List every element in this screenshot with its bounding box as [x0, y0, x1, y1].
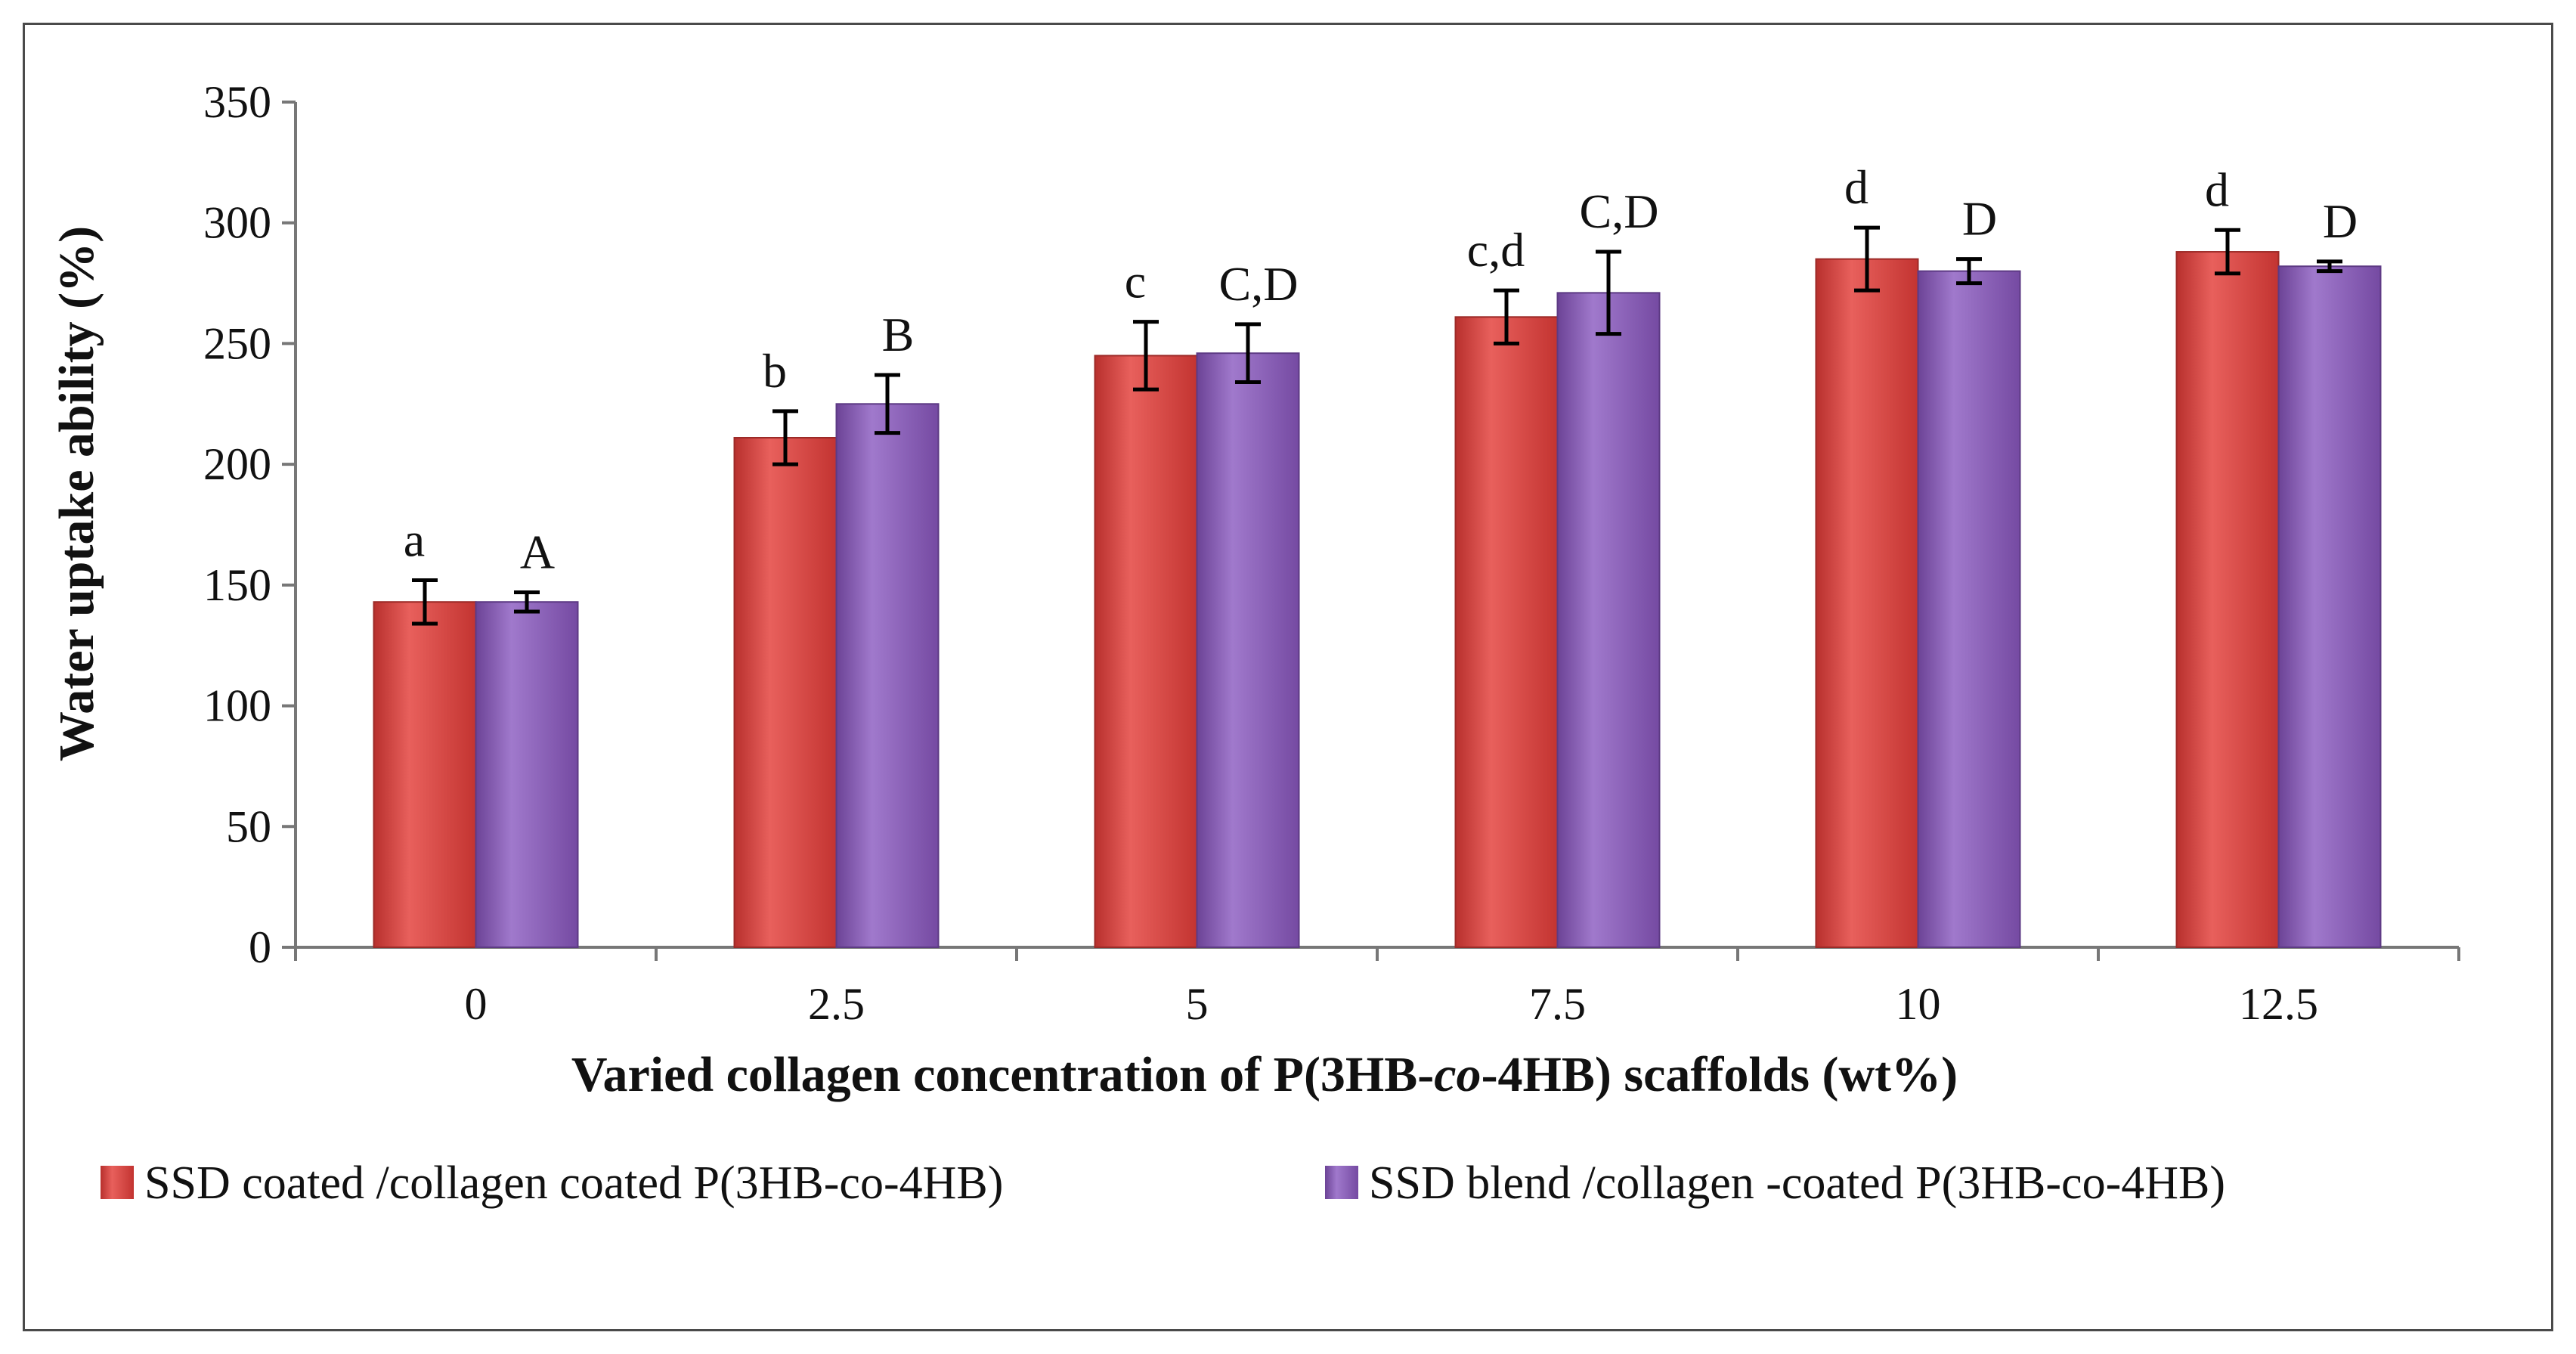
bars: [373, 225, 2382, 949]
bar-s1-0: [373, 601, 477, 949]
annotation-s1-4: d: [1844, 160, 1869, 214]
legend-label-series-1: SSD coated /collagen coated P(3HB-co-4HB…: [144, 1157, 1003, 1209]
legend-swatch-series-1: [101, 1166, 134, 1199]
bar-s2-2: [1196, 352, 1300, 949]
legend-swatch-series-2: [1325, 1166, 1358, 1199]
y-tick-label-0: 0: [249, 922, 271, 972]
bar-chart: 0 50 100 150 200 250 300 350 0 a A 2.5 b B 5 c C,D 7.5 c,…: [49, 77, 2460, 1209]
bar-s1-5: [2175, 251, 2280, 948]
bar-s1-2: [1094, 355, 1198, 948]
x-tick-label-0: 0: [465, 979, 488, 1029]
chart-frame: 0 50 100 150 200 250 300 350 0 a A 2.5 b B 5 c C,D 7.5 c,…: [23, 23, 2553, 1331]
x-tick-label-2: 5: [1186, 979, 1209, 1029]
legend-label-series-2: SSD blend /collagen -coated P(3HB-co-4HB…: [1369, 1157, 2225, 1209]
y-tick-label-3: 150: [203, 560, 271, 610]
annotation-s1-0: a: [404, 513, 425, 566]
annotation-s2-1: B: [882, 308, 915, 361]
bar-s2-5: [2277, 265, 2382, 948]
bar-s2-0: [475, 601, 579, 949]
x-tick-label-5: 12.5: [2239, 979, 2318, 1029]
annotation-s2-4: D: [1962, 192, 1997, 246]
annotation-s1-5: d: [2205, 163, 2229, 216]
bar-s2-4: [1917, 270, 2021, 949]
legend: SSD coated /collagen coated P(3HB-co-4HB…: [101, 1157, 2225, 1209]
x-tick-label-3: 7.5: [1529, 979, 1586, 1029]
x-axis-title-part-2: co: [1434, 1047, 1481, 1102]
bar-s1-4: [1815, 258, 1919, 948]
annotation-s2-3: C,D: [1580, 184, 1659, 238]
annotation-s1-2: c: [1125, 255, 1146, 308]
annotation-s2-5: D: [2323, 194, 2358, 248]
annotation-s2-2: C,D: [1219, 257, 1299, 311]
bar-s1-1: [733, 437, 838, 948]
bar-s2-1: [835, 403, 940, 948]
x-tick-label-1: 2.5: [808, 979, 865, 1029]
labels: 0 a A 2.5 b B 5 c C,D 7.5 c,d C,D 10 d D 12.5 d D: [404, 160, 2358, 1029]
annotation-s1-1: b: [763, 344, 787, 398]
annotation-s2-0: A: [520, 525, 555, 578]
y-tick-label-1: 50: [226, 801, 271, 851]
annotation-s1-3: c,d: [1467, 223, 1525, 277]
y-tick-label-5: 250: [203, 318, 271, 368]
bar-s2-3: [1556, 292, 1661, 948]
bar-s1-3: [1454, 316, 1559, 948]
x-axis-title-part-3: -4HB) scaffolds (wt%): [1482, 1047, 1958, 1102]
x-tick-label-4: 10: [1896, 979, 1941, 1029]
y-axis-title: Water uptake ability (%): [49, 226, 104, 761]
x-axis-title-part-1: Varied collagen concentration of P(3HB-: [571, 1047, 1434, 1102]
y-tick-label-2: 100: [203, 681, 271, 731]
y-tick-label-7: 350: [203, 77, 271, 127]
x-axis-title: Varied collagen concentration of P(3HB-c…: [571, 1047, 1958, 1102]
y-tick-label-6: 300: [203, 198, 271, 248]
axes: 0 50 100 150 200 250 300 350: [203, 77, 2460, 972]
y-tick-label-4: 200: [203, 439, 271, 489]
